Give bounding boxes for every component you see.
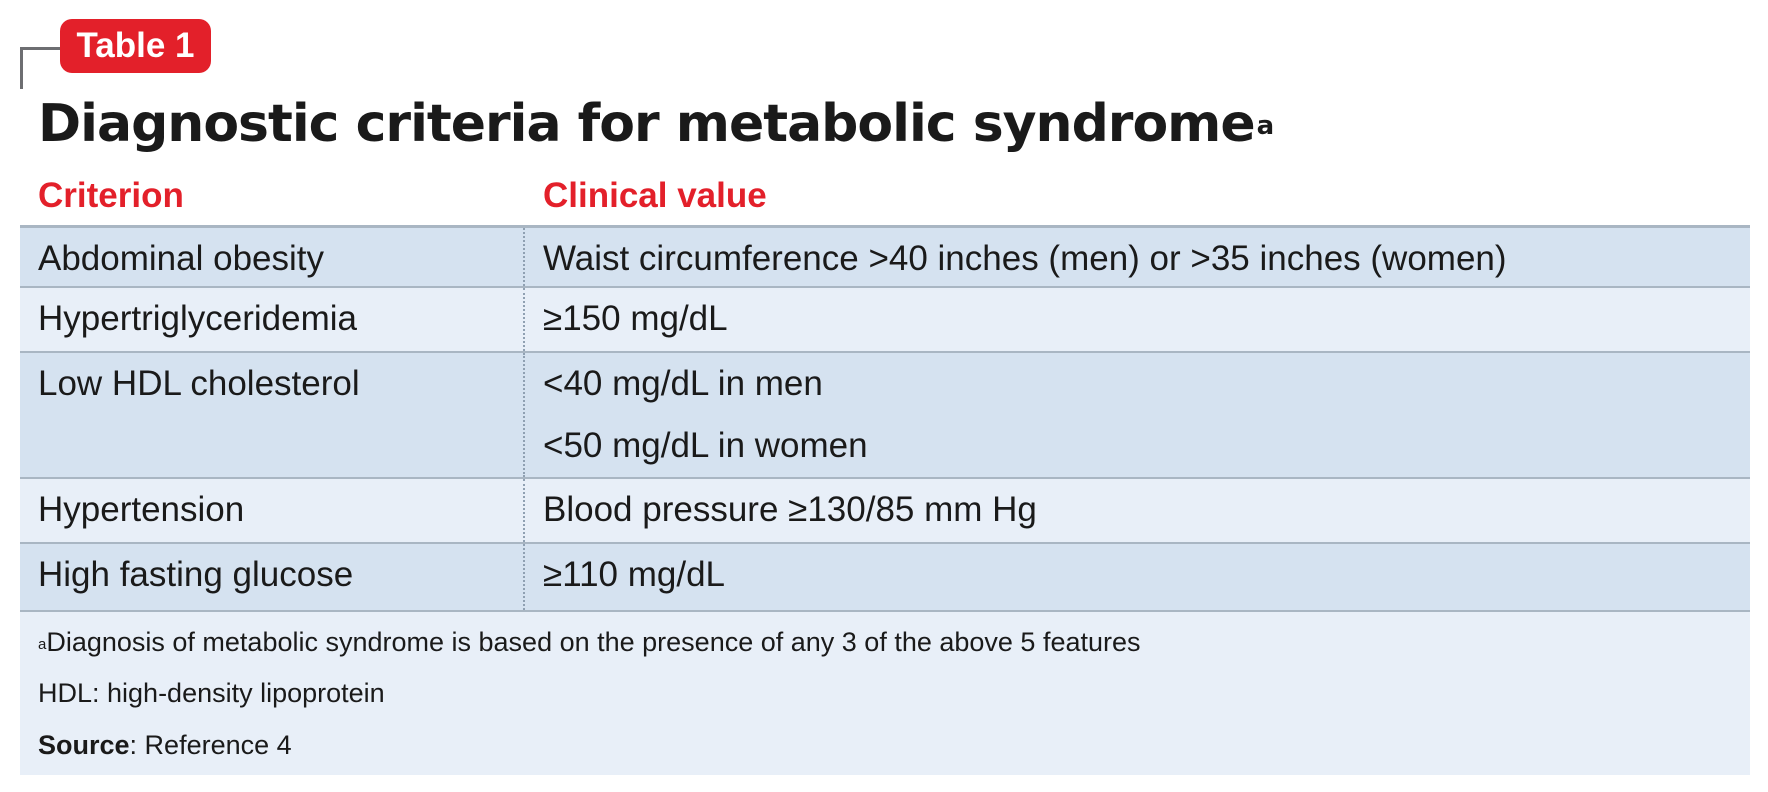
source-label: Source — [38, 730, 130, 760]
table-row: High fasting glucose ≥110 mg/dL — [20, 544, 1750, 612]
source-text: : Reference 4 — [129, 730, 292, 760]
footnote-marker: a — [38, 636, 47, 653]
value-line: Blood pressure ≥130/85 mm Hg — [543, 490, 1037, 529]
footnote-a-text: Diagnosis of metabolic syndrome is based… — [46, 627, 1141, 657]
column-divider — [523, 353, 525, 477]
criterion-cell: Abdominal obesity — [38, 239, 324, 278]
table-top-rule — [20, 225, 1750, 228]
value-cell: Waist circumference >40 inches (men) or … — [543, 228, 1507, 286]
title-footnote-marker: a — [1256, 111, 1275, 141]
column-header-clinical-value: Clinical value — [543, 176, 767, 215]
footnote-source: Source: Reference 4 — [38, 728, 292, 762]
table-title-text: Diagnostic criteria for metabolic syndro… — [38, 94, 1256, 154]
value-cell: ≥110 mg/dL — [543, 544, 725, 610]
value-cell: ≥150 mg/dL — [543, 288, 728, 351]
column-divider — [523, 288, 525, 351]
column-divider — [523, 479, 525, 542]
criterion-cell: Hypertriglyceridemia — [38, 299, 357, 338]
footnote-abbreviation: HDL: high-density lipoprotein — [38, 678, 385, 708]
value-line: <40 mg/dL in men — [543, 364, 823, 403]
criterion-cell: Hypertension — [38, 490, 245, 529]
table-row: Low HDL cholesterol <40 mg/dL in men <50… — [20, 353, 1750, 479]
value-line: ≥150 mg/dL — [543, 299, 728, 338]
corner-bracket-vertical — [20, 47, 23, 89]
table-row: Abdominal obesity Waist circumference >4… — [20, 228, 1750, 288]
column-header-criterion: Criterion — [38, 176, 184, 215]
table-row: Hypertriglyceridemia ≥150 mg/dL — [20, 288, 1750, 353]
value-line: ≥110 mg/dL — [543, 555, 726, 594]
footnote-a: aDiagnosis of metabolic syndrome is base… — [38, 625, 1141, 659]
column-divider — [523, 228, 525, 286]
corner-bracket — [20, 47, 62, 50]
criterion-cell: Low HDL cholesterol — [38, 364, 360, 403]
value-cell: <40 mg/dL in men <50 mg/dL in women — [543, 353, 868, 477]
value-cell: Blood pressure ≥130/85 mm Hg — [543, 479, 1037, 542]
table-footnotes: aDiagnosis of metabolic syndrome is base… — [20, 612, 1750, 775]
table-number-tag: Table 1 — [60, 19, 211, 73]
criterion-cell: High fasting glucose — [38, 555, 354, 594]
table-row: Hypertension Blood pressure ≥130/85 mm H… — [20, 479, 1750, 544]
value-line: <50 mg/dL in women — [543, 426, 868, 465]
column-divider — [523, 544, 525, 610]
value-line: Waist circumference >40 inches (men) or … — [543, 239, 1507, 278]
table-title: Diagnostic criteria for metabolic syndro… — [38, 92, 1275, 156]
